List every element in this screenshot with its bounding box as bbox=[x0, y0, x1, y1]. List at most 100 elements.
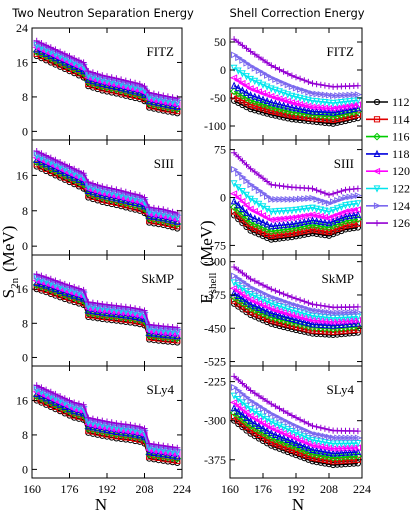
data-point-118 bbox=[239, 204, 246, 213]
data-point-120 bbox=[304, 440, 312, 447]
data-point-126 bbox=[89, 69, 96, 76]
data-point-122 bbox=[263, 83, 271, 91]
plot-area-s2n-sly4 bbox=[32, 382, 182, 466]
data-point-122 bbox=[251, 292, 259, 301]
data-point-126 bbox=[85, 68, 92, 75]
data-point-118 bbox=[300, 217, 308, 226]
data-point-122 bbox=[239, 399, 246, 407]
data-point-126 bbox=[313, 81, 320, 88]
data-point-124 bbox=[268, 293, 276, 301]
y-tick-label: 8 bbox=[22, 428, 28, 442]
data-point-122 bbox=[272, 86, 279, 95]
data-point-126 bbox=[103, 73, 111, 80]
data-point-120 bbox=[279, 429, 287, 437]
data-point-126 bbox=[47, 275, 54, 282]
data-point-124 bbox=[309, 194, 317, 202]
data-point-122 bbox=[329, 99, 337, 108]
series-line-114-s2n-sly4 bbox=[36, 397, 178, 462]
data-point-124 bbox=[251, 286, 259, 293]
data-point-126 bbox=[80, 170, 87, 177]
data-point-126 bbox=[264, 59, 271, 66]
data-point-124 bbox=[342, 434, 350, 442]
data-point-126 bbox=[132, 305, 139, 312]
data-point-124 bbox=[354, 308, 362, 316]
data-point-118 bbox=[267, 429, 275, 437]
data-point-120 bbox=[242, 201, 250, 209]
data-point-126 bbox=[71, 283, 78, 291]
data-point-122 bbox=[280, 304, 287, 312]
data-point-122 bbox=[309, 204, 316, 212]
data-point-124 bbox=[301, 304, 309, 312]
data-point-126 bbox=[251, 390, 258, 397]
data-point-114 bbox=[284, 111, 291, 118]
data-point-120 bbox=[254, 417, 262, 425]
data-point-124 bbox=[284, 418, 292, 426]
data-point-122 bbox=[251, 77, 259, 86]
data-point-126 bbox=[103, 418, 111, 425]
data-point-120 bbox=[230, 399, 238, 406]
data-point-126 bbox=[108, 74, 115, 81]
data-point-126 bbox=[33, 37, 40, 44]
data-point-126 bbox=[127, 421, 134, 429]
data-point-122 bbox=[276, 422, 283, 430]
data-point-112 bbox=[342, 461, 349, 468]
data-point-124 bbox=[243, 281, 251, 288]
data-point-126 bbox=[251, 168, 258, 175]
data-point-126 bbox=[66, 397, 73, 404]
data-point-126 bbox=[85, 178, 92, 186]
data-point-124 bbox=[317, 308, 325, 315]
data-point-114 bbox=[317, 456, 324, 463]
data-point-124 bbox=[255, 402, 264, 410]
y-tick-label: 0 bbox=[22, 239, 28, 253]
data-point-114 bbox=[305, 227, 312, 234]
data-point-126 bbox=[268, 62, 275, 69]
data-point-126 bbox=[164, 93, 171, 100]
y-tick-label: -525 bbox=[204, 355, 226, 369]
data-point-126 bbox=[239, 42, 246, 49]
data-point-126 bbox=[297, 416, 304, 423]
data-point-118 bbox=[346, 448, 353, 456]
data-point-124 bbox=[342, 309, 350, 317]
data-point-112 bbox=[272, 236, 279, 243]
data-point-122 bbox=[284, 305, 292, 313]
data-point-126 bbox=[75, 57, 82, 64]
data-point-126 bbox=[38, 40, 45, 47]
data-point-124 bbox=[284, 81, 292, 89]
data-point-126 bbox=[354, 185, 361, 192]
data-point-126 bbox=[247, 48, 254, 55]
data-point-124 bbox=[309, 307, 317, 314]
data-point-126 bbox=[313, 301, 320, 308]
y-tick-label: 24 bbox=[16, 21, 28, 35]
right-title: Shell Correction Energy bbox=[229, 6, 364, 20]
data-point-124 bbox=[259, 289, 268, 297]
data-point-118 bbox=[272, 99, 279, 107]
data-point-126 bbox=[47, 154, 54, 161]
data-point-126 bbox=[99, 301, 106, 308]
series-line-124-esh-siii bbox=[233, 168, 359, 205]
data-point-122 bbox=[276, 88, 283, 96]
data-point-124 bbox=[325, 309, 334, 316]
data-point-118 bbox=[276, 221, 283, 229]
data-point-122 bbox=[280, 89, 287, 97]
data-point-114 bbox=[239, 216, 246, 223]
series-line-114-s2n-siii bbox=[36, 163, 178, 228]
series-line-118-esh-skmp bbox=[233, 292, 358, 327]
data-point-122 bbox=[247, 75, 254, 84]
data-point-124 bbox=[313, 431, 321, 438]
data-point-126 bbox=[268, 400, 275, 408]
data-point-126 bbox=[160, 442, 167, 449]
data-point-122 bbox=[350, 440, 358, 448]
data-point-122 bbox=[350, 97, 358, 105]
data-point-126 bbox=[89, 299, 96, 306]
data-point-124 bbox=[305, 305, 313, 313]
data-point-122 bbox=[255, 79, 263, 87]
data-point-122 bbox=[317, 206, 325, 214]
data-point-122 bbox=[305, 205, 312, 213]
data-point-114 bbox=[325, 457, 333, 464]
y-tick-label: 0 bbox=[220, 63, 226, 77]
data-point-118 bbox=[321, 447, 329, 456]
data-point-126 bbox=[57, 159, 64, 166]
data-point-118 bbox=[317, 107, 325, 115]
y-tick-label: 16 bbox=[16, 282, 28, 296]
data-point-118 bbox=[234, 291, 242, 300]
